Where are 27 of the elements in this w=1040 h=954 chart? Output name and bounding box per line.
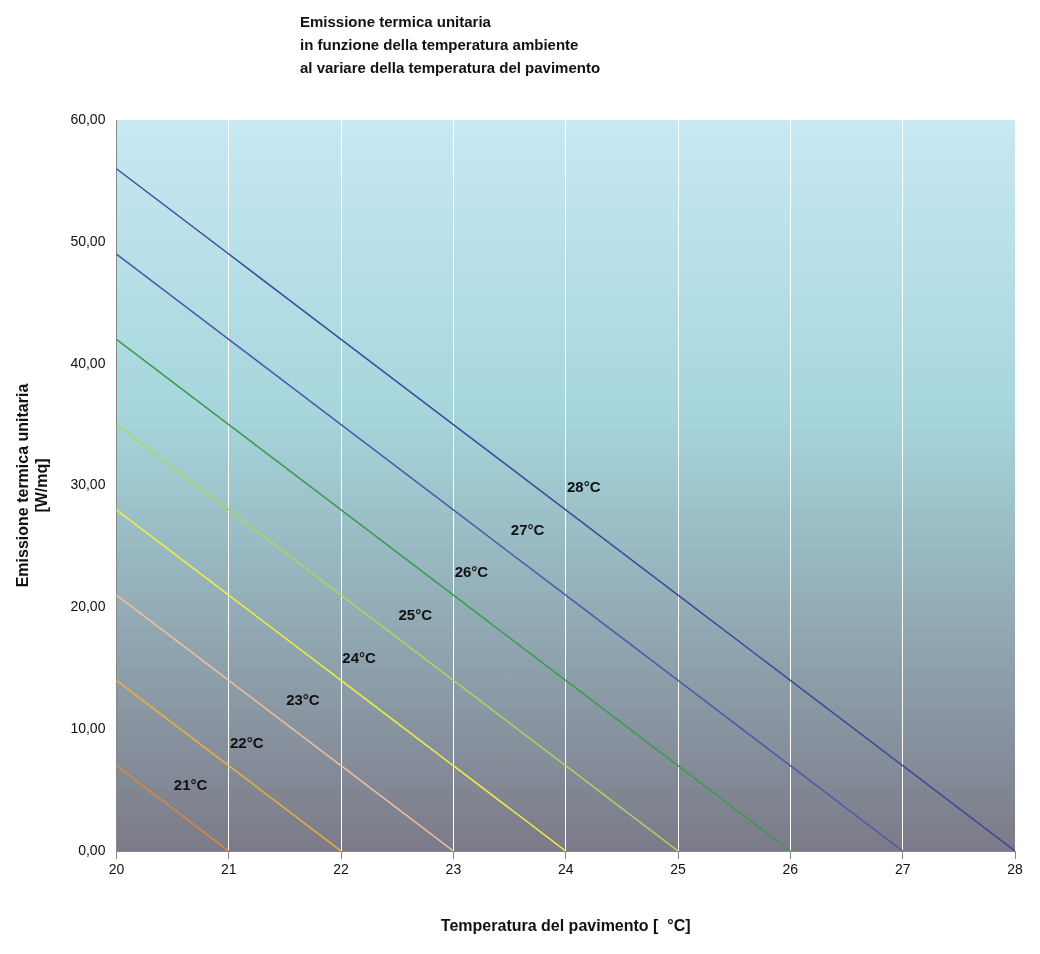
x-tick-label: 26: [782, 861, 799, 878]
series-label: 25°C: [398, 605, 433, 623]
series-label: 27°C: [510, 520, 545, 538]
y-tick-label: 0,00: [78, 841, 106, 858]
y-tick-label: 50,00: [70, 232, 106, 249]
x-tick-label: 24: [557, 861, 574, 878]
y-axis-title: Emissione termica unitaria [W/mq]: [14, 383, 51, 588]
series-label: 26°C: [454, 563, 489, 581]
x-tick-label: 23: [445, 861, 462, 878]
x-tick-label: 21: [220, 861, 237, 878]
x-tick-label: 28: [1007, 861, 1023, 878]
x-tick-label: 20: [108, 861, 125, 878]
y-tick-label: 60,00: [70, 110, 106, 127]
x-tick-label: 25: [670, 861, 687, 878]
y-tick-label: 10,00: [70, 720, 106, 737]
x-tick-label: 22: [333, 861, 350, 878]
series-label: 23°C: [286, 691, 320, 709]
series-label: 22°C: [230, 733, 264, 751]
y-tick-label: 40,00: [70, 354, 106, 371]
series-label: 21°C: [173, 776, 208, 794]
y-tick-label: 30,00: [70, 476, 106, 493]
x-axis-title: Temperatura del pavimento [ °C]: [440, 916, 691, 934]
chart-title: Emissione termica unitaria in funzione della temperatura ambiente al variare della temperatura del pavimento: [300, 12, 601, 78]
x-tick-label: 27: [894, 861, 911, 878]
series-label: 28°C: [566, 478, 601, 496]
series-label: 24°C: [342, 648, 376, 666]
y-tick-label: 20,00: [70, 598, 106, 615]
